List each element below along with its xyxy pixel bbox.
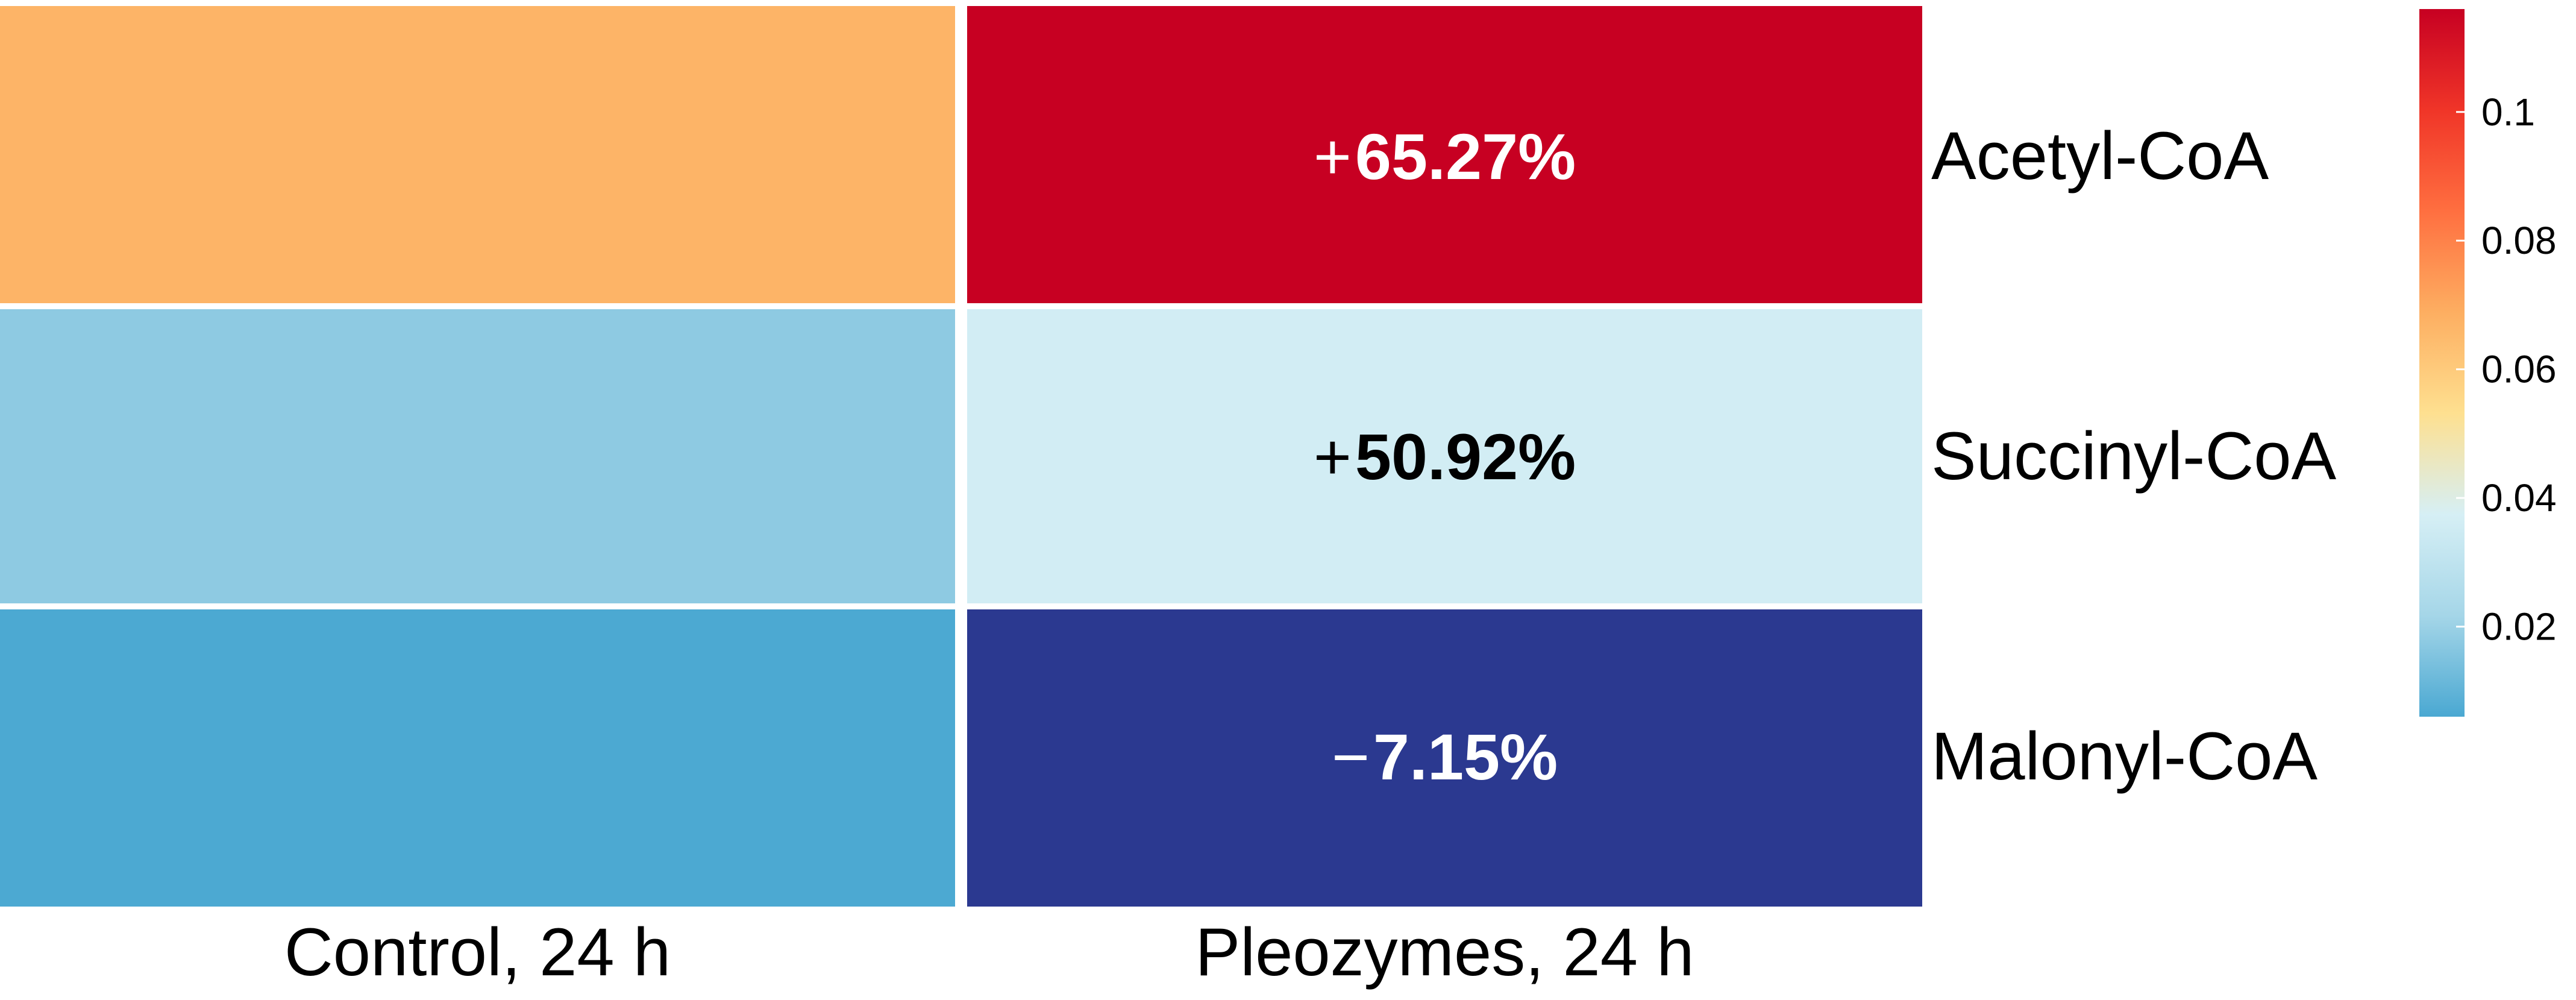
row-labels: Acetyl-CoA Succinyl-CoA Malonyl-CoA — [1931, 118, 2337, 794]
colorbar-gradient — [2419, 9, 2465, 717]
heatmap-cell — [967, 6, 1922, 306]
row-separator — [0, 303, 1922, 309]
heatmap-cell — [0, 306, 955, 606]
column-labels: Control, 24 h Pleozymes, 24 h — [284, 914, 1694, 990]
column-label: Control, 24 h — [284, 914, 671, 990]
heatmap-cell — [967, 606, 1922, 907]
cell-annotations: +65.27%+50.92%−7.15% — [1314, 120, 1576, 793]
annotation-sign: − — [1332, 720, 1370, 793]
cell-annotation: +50.92% — [1314, 420, 1576, 493]
cell-annotation: −7.15% — [1332, 720, 1558, 793]
colorbar-tick-label: 0.06 — [2481, 348, 2557, 391]
annotation-value: 7.15% — [1373, 720, 1558, 793]
heatmap-cell — [967, 306, 1922, 606]
annotation-value: 50.92% — [1355, 420, 1576, 493]
row-label: Acetyl-CoA — [1931, 118, 2269, 193]
heatmap-cell — [0, 606, 955, 907]
heatmap-cells — [0, 6, 1922, 907]
cell-annotation: +65.27% — [1314, 120, 1576, 193]
row-label: Succinyl-CoA — [1931, 418, 2337, 494]
row-label: Malonyl-CoA — [1931, 719, 2317, 794]
annotation-value: 65.27% — [1355, 120, 1576, 193]
row-separator — [0, 603, 1922, 609]
colorbar-tick-label: 0.02 — [2481, 605, 2557, 649]
annotation-sign: + — [1314, 120, 1352, 193]
colorbar-tick-label: 0.04 — [2481, 476, 2557, 520]
heatmap-cell — [0, 6, 955, 306]
column-label: Pleozymes, 24 h — [1196, 914, 1694, 990]
colorbar-tick-label: 0.08 — [2481, 219, 2557, 262]
annotation-sign: + — [1314, 420, 1352, 493]
colorbar-tick-label: 0.1 — [2481, 90, 2535, 134]
colorbar: 0.02 0.04 0.06 0.08 0.1 — [2419, 9, 2557, 717]
